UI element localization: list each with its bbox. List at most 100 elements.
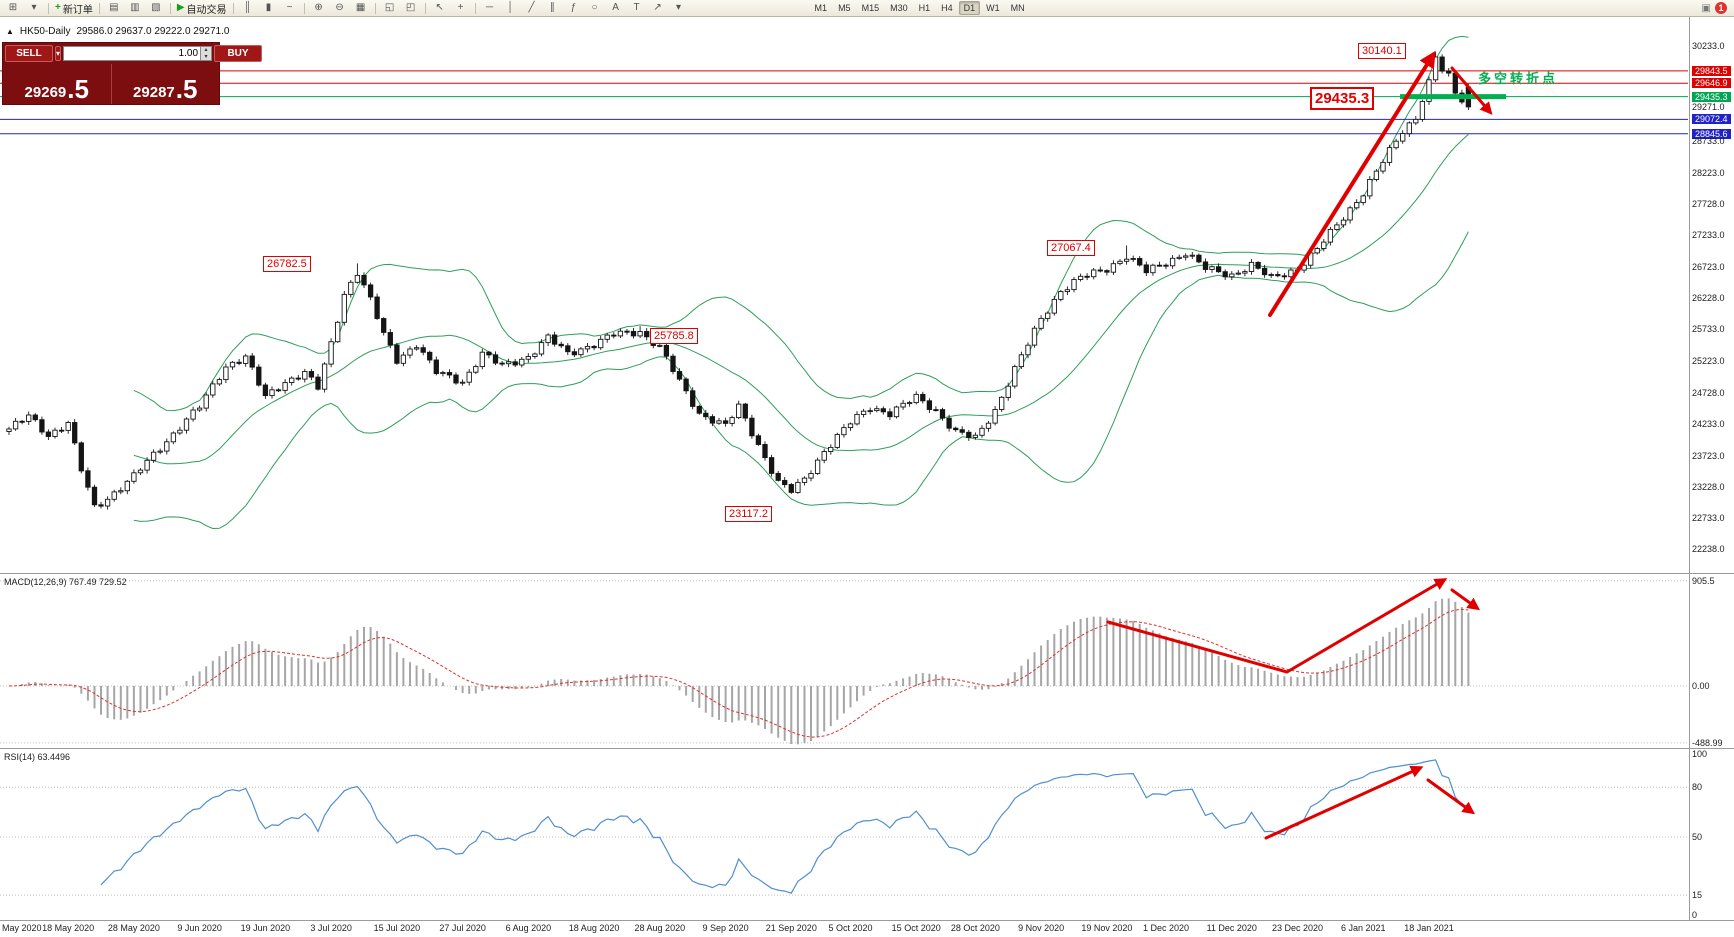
toolbar-separator	[303, 2, 305, 14]
cascade-windows-icon: ◰	[405, 2, 416, 13]
trend-arrow[interactable]	[1268, 50, 1436, 317]
price-annotation[interactable]: 23117.2	[725, 506, 772, 522]
new-chart-icon[interactable]: ⊞	[3, 1, 23, 15]
fibonacci-icon[interactable]: ƒ	[564, 1, 584, 15]
tile-windows-icon: ◱	[384, 2, 395, 13]
new-chart-icon: ⊞	[8, 2, 18, 13]
bollinger-middle-band	[133, 134, 1469, 465]
bar-chart-icon[interactable]: ║	[238, 1, 258, 15]
line-chart-icon[interactable]: ~	[280, 1, 300, 15]
chart-ohlc-header: ▲ HK50-Daily 29586.0 29637.0 29222.0 292…	[6, 26, 229, 37]
autotrade-button-label: 自动交易	[186, 4, 227, 16]
timeframe-h1[interactable]: H1	[918, 3, 931, 13]
timeframe-h4[interactable]: H4	[941, 3, 953, 13]
volume-spinner: ▴ ▾	[201, 46, 213, 61]
notification-badge[interactable]: 1	[1715, 2, 1727, 14]
trend-arrow[interactable]	[1264, 765, 1424, 840]
timeframe-m30[interactable]: M30	[890, 3, 908, 13]
shapes-dropdown-icon: ▾	[676, 2, 682, 13]
order-type-dropdown[interactable]: ▾	[55, 46, 62, 61]
rsi-indicator-label: RSI(14) 63.4496	[4, 752, 71, 762]
timeframe-m5[interactable]: M5	[838, 3, 851, 13]
toolbar-separator	[374, 2, 376, 14]
sell-price-dec: .5	[67, 73, 89, 104]
timeframe-group: M1 M5 M15 M30 H1 H4 D1 W1 MN	[810, 1, 1030, 15]
channel-icon: ∥	[550, 2, 556, 13]
cascade-windows-icon[interactable]: ◰	[401, 1, 421, 15]
ellipse-icon[interactable]: ○	[585, 1, 605, 15]
data-window-icon[interactable]: ▥	[125, 1, 145, 15]
chart-list-dropdown[interactable]: ▾	[24, 1, 44, 15]
sell-price-int: 29269	[24, 84, 67, 101]
buy-button[interactable]: BUY	[214, 45, 263, 62]
zoom-in-icon[interactable]: ⊕	[309, 1, 329, 15]
grid-icon[interactable]: ▦	[351, 1, 371, 15]
macd-histogram	[21, 598, 1470, 745]
trade-panel-prices: 29269 .5 29287 .5	[3, 64, 219, 104]
panel-separators	[0, 17, 1734, 921]
sell-button-label: SELL	[16, 48, 42, 59]
timeframe-w1[interactable]: W1	[986, 3, 1000, 13]
price-annotation[interactable]: 27067.4	[1047, 240, 1095, 256]
text-label-icon[interactable]: T	[627, 1, 647, 15]
vertical-line-icon[interactable]: │	[501, 1, 521, 15]
arrows-icon[interactable]: ↗	[648, 1, 668, 15]
arrows-icon: ↗	[653, 2, 662, 13]
toolbar-separator	[98, 2, 100, 14]
turning-point-label[interactable]: 多空转折点	[1478, 71, 1559, 86]
zoom-out-icon[interactable]: ⊖	[330, 1, 350, 15]
volume-increase-button[interactable]: ▴	[204, 47, 208, 54]
ohlc-values: 29586.0 29637.0 29222.0 29271.0	[76, 26, 230, 37]
autotrade-icon: ▶	[176, 2, 185, 13]
timeframe-m15[interactable]: M15	[861, 3, 880, 13]
trend-arrow[interactable]	[1450, 66, 1493, 115]
volume-input[interactable]	[63, 46, 202, 61]
toolbar-separator	[424, 2, 426, 14]
candlestick-chart-icon[interactable]: ▮	[259, 1, 279, 15]
market-watch-icon[interactable]: ▤	[104, 1, 124, 15]
tile-windows-icon[interactable]: ◱	[380, 1, 400, 15]
trend-arrow[interactable]	[1106, 578, 1448, 674]
price-annotation[interactable]: 26782.5	[263, 256, 311, 272]
alert-icon[interactable]: ▣	[1701, 2, 1711, 14]
toolbar-separator	[474, 2, 476, 14]
text-icon: A	[612, 2, 619, 13]
sell-price-button[interactable]: 29269 .5	[3, 64, 112, 104]
price-annotation[interactable]: 30140.1	[1358, 43, 1406, 59]
cursor-icon[interactable]: ↖	[430, 1, 450, 15]
toolbar: ⊞ ▾ + 新订单 ▤ ▥ ▧ ▶ 自动交易 ║ ▮ ~ ⊕ ⊖ ▦ ◱ ◰ ↖ + ─ │ ╱ ∥ ƒ ○ A T ↗ ▾ M1 M5 M1…	[0, 0, 1734, 17]
trendline-icon[interactable]: ╱	[522, 1, 542, 15]
trendline-icon: ╱	[528, 2, 535, 13]
candlestick-chart-icon: ▮	[265, 2, 272, 13]
macd-indicator-label: MACD(12,26,9) 767.49 729.52	[4, 577, 127, 587]
rsi-line	[100, 759, 1469, 894]
volume-decrease-button[interactable]: ▾	[204, 53, 208, 60]
navigator-icon[interactable]: ▧	[146, 1, 166, 15]
fibonacci-icon: ƒ	[570, 2, 577, 13]
crosshair-icon[interactable]: +	[451, 1, 471, 15]
chart-list-dropdown-icon: ▾	[31, 2, 37, 13]
timeframe-m1[interactable]: M1	[814, 3, 828, 13]
timeframe-mn[interactable]: MN	[1010, 3, 1025, 13]
shapes-dropdown[interactable]: ▾	[669, 1, 689, 15]
bollinger-upper-band	[133, 35, 1469, 412]
text-icon[interactable]: A	[606, 1, 626, 15]
trend-arrow[interactable]	[1450, 588, 1481, 611]
new-order-button[interactable]: + 新订单	[53, 1, 95, 16]
horizontal-line-icon[interactable]: ─	[480, 1, 500, 15]
trend-arrow[interactable]	[1426, 778, 1476, 815]
price-annotation[interactable]: 25785.8	[650, 328, 698, 344]
market-watch-icon: ▤	[109, 2, 119, 13]
channel-icon[interactable]: ∥	[543, 1, 563, 15]
timeframe-d1[interactable]: D1	[958, 1, 981, 15]
ellipse-icon: ○	[591, 2, 598, 13]
autotrade-button[interactable]: ▶ 自动交易	[175, 1, 229, 16]
one-click-trading-panel: SELL ▾ ▴ ▾ BUY 29269 .5 29287 .5	[2, 42, 263, 105]
data-window-icon: ▥	[130, 2, 140, 13]
buy-price-button[interactable]: 29287 .5	[112, 64, 220, 104]
sell-button[interactable]: SELL	[5, 45, 53, 62]
price-annotation[interactable]: 29435.3	[1310, 87, 1375, 110]
crosshair-icon: +	[457, 2, 464, 13]
